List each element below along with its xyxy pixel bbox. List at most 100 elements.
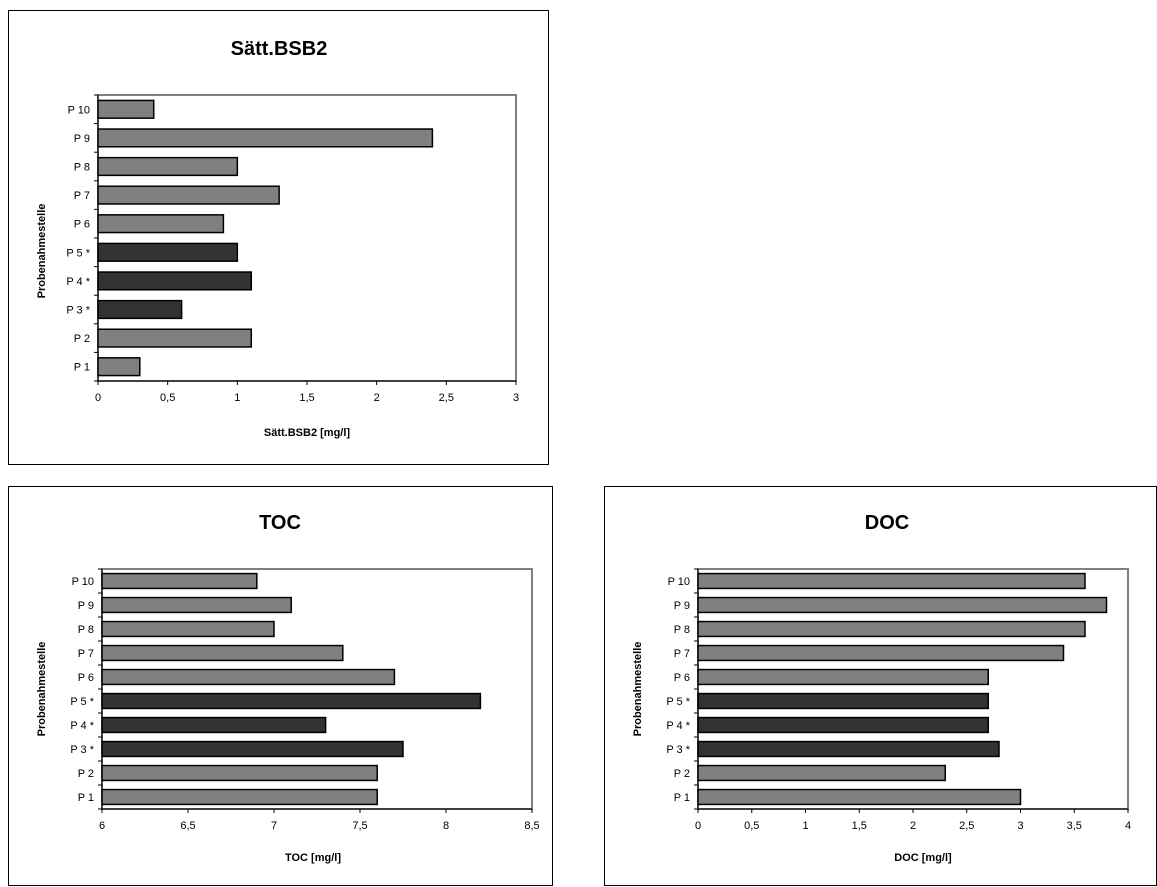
bar-p10	[97, 99, 155, 119]
chart-title: DOC	[865, 512, 909, 534]
bar-p7	[101, 644, 344, 662]
category-label: P 7	[674, 648, 690, 660]
category-label: P 4 *	[666, 720, 690, 732]
bar-p8	[97, 156, 239, 177]
category-label: P 8	[74, 162, 90, 174]
bar-p5	[697, 692, 989, 710]
bar-p7	[97, 185, 280, 205]
category-label: P 9	[674, 600, 690, 612]
category-label: P 3 *	[66, 305, 90, 317]
x-tick-label: 0	[95, 392, 101, 404]
y-axis-label: Probenahmestelle	[36, 642, 48, 737]
x-tick-label: 3,5	[1067, 820, 1082, 832]
category-label: P 2	[674, 768, 690, 780]
x-axis-label: TOC [mg/l]	[285, 852, 341, 864]
bar-p1	[97, 357, 141, 377]
category-label: P 3 *	[666, 744, 690, 756]
bar-p2	[697, 764, 946, 782]
x-tick-label: 2,5	[439, 392, 454, 404]
category-label: P 2	[78, 768, 94, 780]
bar-p5	[101, 692, 482, 710]
y-axis-label: Probenahmestelle	[632, 642, 644, 737]
bar-p10	[101, 572, 258, 590]
bar-p8	[101, 620, 275, 638]
category-label: P 10	[68, 104, 90, 116]
bar-p3	[101, 740, 404, 758]
category-label: P 4 *	[66, 276, 90, 288]
chart-panel-bsb2: Sätt.BSB2 Probenahmestelle Sätt.BSB2 [mg…	[8, 10, 549, 465]
category-label: P 8	[674, 624, 690, 636]
x-tick-label: 2	[374, 392, 380, 404]
category-label: P 3 *	[70, 744, 94, 756]
bar-p9	[97, 128, 434, 148]
chart-svg-doc: DOC Probenahmestelle DOC [mg/l] P 1P 2P …	[632, 512, 1131, 864]
category-label: P 1	[74, 362, 90, 374]
category-label: P 6	[78, 672, 94, 684]
bar-p7	[697, 644, 1065, 662]
bar-p4	[97, 271, 253, 291]
chart-svg-bsb2: Sätt.BSB2 Probenahmestelle Sätt.BSB2 [mg…	[36, 38, 519, 439]
bar-p4	[697, 716, 989, 734]
chart-title: TOC	[259, 512, 301, 534]
bar-p9	[101, 596, 292, 614]
category-label: P 5 *	[70, 696, 94, 708]
x-tick-label: 7	[271, 820, 277, 832]
bar-p6	[101, 668, 396, 686]
category-label: P 6	[74, 219, 90, 231]
x-tick-label: 3	[513, 392, 519, 404]
bar-p2	[101, 764, 378, 782]
x-tick-label: 8,5	[524, 820, 539, 832]
bar-p1	[101, 788, 378, 806]
x-tick-label: 2,5	[959, 820, 974, 832]
category-label: P 6	[674, 672, 690, 684]
x-tick-label: 0	[695, 820, 701, 832]
bar-p8	[697, 620, 1086, 638]
bar-p3	[697, 740, 1000, 758]
category-label: P 10	[72, 576, 94, 588]
x-tick-label: 1	[802, 820, 808, 832]
bar-p3	[97, 299, 183, 320]
plot-area: P 1 P 2 P 3 * P 4 * P 5 * P 6 P 7 P 8 P 9 P 10 0 0,…	[666, 568, 1131, 832]
x-tick-label: 7,5	[352, 820, 367, 832]
bar-p4	[101, 716, 327, 734]
category-label: P 7	[78, 648, 94, 660]
bar-p6	[697, 668, 989, 686]
bar-p2	[97, 328, 253, 348]
x-tick-label: 8	[443, 820, 449, 832]
chart-svg-toc: TOC Probenahmestelle TOC [mg/l] P 1P 2P …	[36, 512, 540, 864]
bar-p5	[97, 242, 239, 262]
category-label: P 8	[78, 624, 94, 636]
category-label: P 5 *	[666, 696, 690, 708]
category-label: P 1	[674, 792, 690, 804]
category-label: P 7	[74, 190, 90, 202]
category-label: P 4 *	[70, 720, 94, 732]
plot-area: P 1 P 2 P 3 * P 4 * P 5 * P 6 P 7 P 8 P 9 P 10 6 6,…	[70, 568, 540, 832]
bar-p1	[697, 788, 1022, 806]
x-tick-label: 3	[1017, 820, 1023, 832]
chart-title: Sätt.BSB2	[231, 38, 328, 60]
x-tick-label: 4	[1125, 820, 1131, 832]
y-axis-label: Probenahmestelle	[36, 204, 48, 299]
x-tick-label: 1,5	[852, 820, 867, 832]
x-axis-label: DOC [mg/l]	[894, 852, 952, 864]
bar-p9	[697, 596, 1108, 614]
category-label: P 10	[668, 576, 690, 588]
x-tick-label: 2	[910, 820, 916, 832]
category-label: P 2	[74, 333, 90, 345]
bar-p6	[97, 214, 225, 234]
bar-p10	[697, 572, 1086, 590]
x-axis-label: Sätt.BSB2 [mg/l]	[264, 427, 351, 439]
plot-area: P 1 P 2 P 3 * P 4 * P 5 * P 6 P 7 P 8 P 9 P 10 0 0,…	[66, 94, 519, 404]
x-tick-label: 6	[99, 820, 105, 832]
category-label: P 5 *	[66, 247, 90, 259]
category-label: P 9	[74, 133, 90, 145]
category-label: P 9	[78, 600, 94, 612]
x-tick-label: 0,5	[744, 820, 759, 832]
x-tick-label: 6,5	[180, 820, 195, 832]
category-label: P 1	[78, 792, 94, 804]
x-tick-label: 1	[234, 392, 240, 404]
x-tick-label: 1,5	[299, 392, 314, 404]
x-tick-label: 0,5	[160, 392, 175, 404]
